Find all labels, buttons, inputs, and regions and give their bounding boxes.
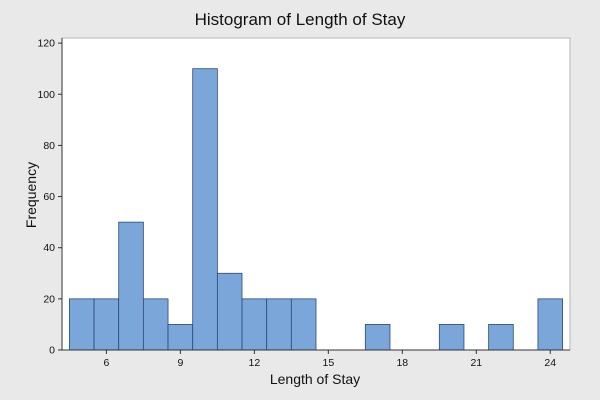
x-tick-label-4: 18 xyxy=(396,357,408,369)
histogram-bar-3 xyxy=(142,298,169,351)
histogram-bar-15 xyxy=(438,324,465,351)
x-tick-label-6: 24 xyxy=(544,357,556,369)
histogram-bar-1 xyxy=(93,298,120,351)
x-tick-label-3: 15 xyxy=(322,357,334,369)
histogram-bar-2 xyxy=(118,221,144,351)
x-tick-label-0: 6 xyxy=(103,357,109,369)
y-tick-label-0: 0 xyxy=(49,345,55,357)
histogram-bar-0 xyxy=(68,298,95,351)
histogram-bar-9 xyxy=(290,298,317,351)
x-axis-label: Length of Stay xyxy=(270,371,360,387)
histogram-bar-5 xyxy=(192,68,218,351)
x-tick-label-2: 12 xyxy=(249,357,261,369)
histogram-bar-6 xyxy=(216,272,243,351)
y-tick-label-4: 80 xyxy=(43,140,55,152)
histogram-bar-19 xyxy=(537,298,564,351)
y-axis-label: Frequency xyxy=(23,162,39,228)
plot-area xyxy=(61,37,571,351)
histogram-bar-12 xyxy=(364,324,391,351)
x-axis: 6 9 12 15 18 21 24 xyxy=(62,349,570,369)
chart-title: Histogram of Length of Stay xyxy=(195,10,406,29)
histogram-bar-8 xyxy=(266,298,292,351)
y-tick-label-2: 40 xyxy=(43,242,55,254)
y-tick-label-6: 120 xyxy=(37,38,55,50)
y-tick-label-5: 100 xyxy=(37,89,55,101)
y-tick-label-3: 60 xyxy=(43,191,55,203)
x-tick-label-5: 21 xyxy=(470,357,482,369)
y-tick-label-1: 20 xyxy=(43,293,55,305)
x-tick-label-1: 9 xyxy=(177,357,183,369)
histogram-bar-4 xyxy=(167,324,194,351)
histogram-bar-17 xyxy=(488,324,514,351)
bars-group xyxy=(68,68,564,351)
histogram-bar-7 xyxy=(241,298,268,351)
y-axis: 0 20 40 60 80 100 120 xyxy=(37,38,63,357)
